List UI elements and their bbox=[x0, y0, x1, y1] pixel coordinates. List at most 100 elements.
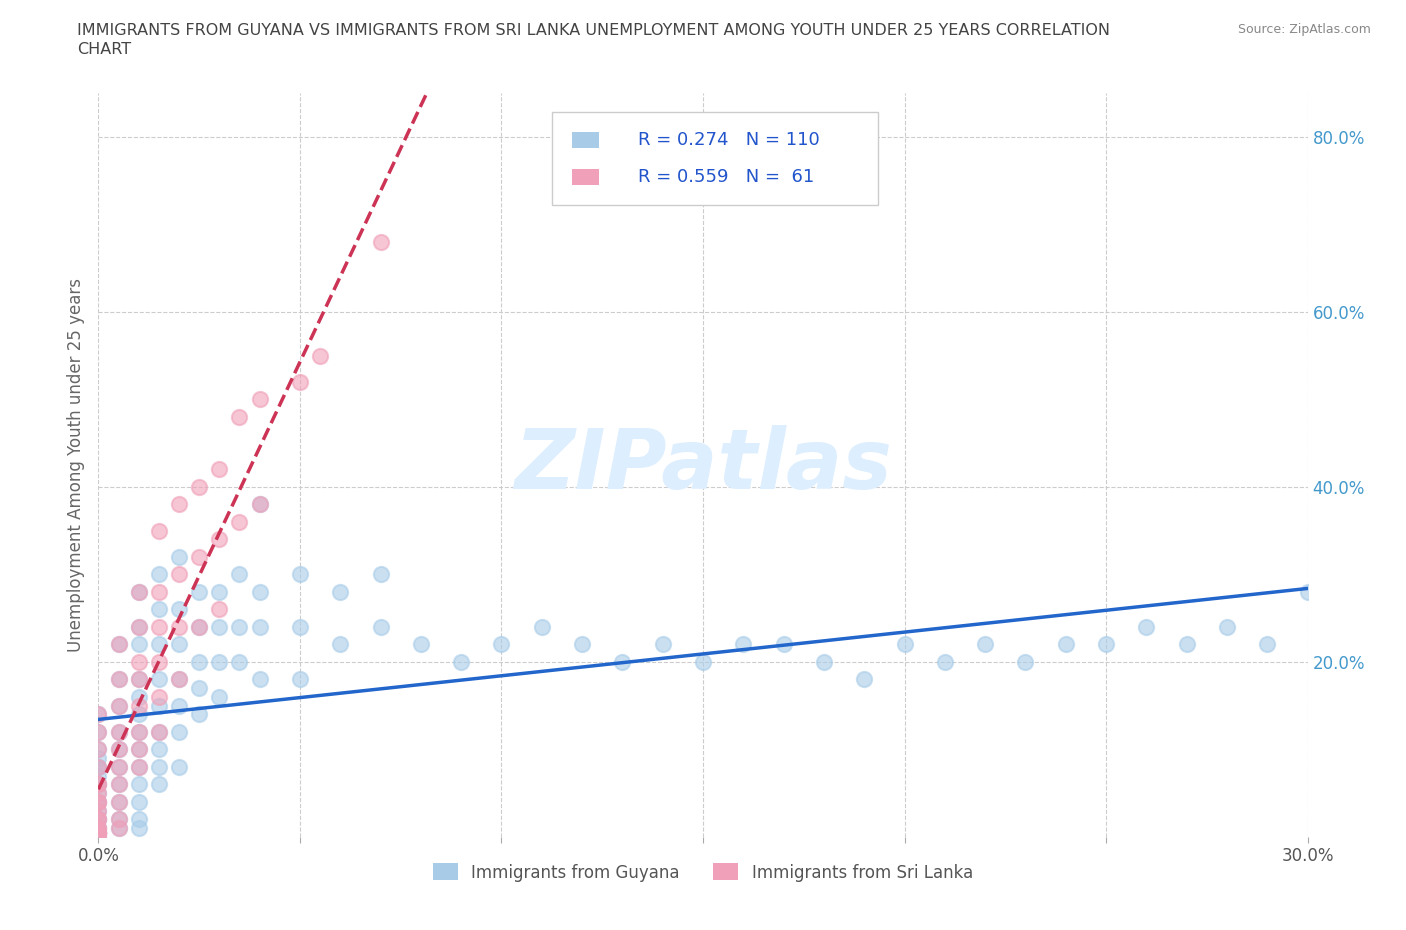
Point bbox=[148, 637, 170, 652]
Point bbox=[167, 760, 190, 775]
Point bbox=[128, 707, 150, 722]
Point bbox=[107, 742, 129, 757]
Point bbox=[87, 777, 110, 792]
Point bbox=[853, 672, 876, 687]
Point bbox=[249, 672, 271, 687]
Point bbox=[128, 689, 150, 704]
Point bbox=[167, 619, 190, 634]
Point bbox=[228, 409, 250, 424]
Point bbox=[87, 768, 110, 783]
Point bbox=[128, 742, 150, 757]
Point bbox=[309, 348, 332, 363]
Point bbox=[148, 698, 170, 713]
Point bbox=[128, 672, 150, 687]
Point bbox=[208, 655, 231, 670]
Point bbox=[87, 751, 110, 765]
Point bbox=[208, 532, 231, 547]
Point bbox=[128, 777, 150, 792]
Point bbox=[370, 567, 392, 582]
FancyBboxPatch shape bbox=[551, 112, 879, 205]
Point bbox=[288, 375, 311, 390]
Point bbox=[87, 742, 110, 757]
Point bbox=[188, 584, 211, 599]
Point bbox=[188, 480, 211, 495]
Point bbox=[148, 742, 170, 757]
Point bbox=[87, 812, 110, 827]
Point bbox=[167, 567, 190, 582]
Point bbox=[107, 794, 129, 809]
Point bbox=[107, 760, 129, 775]
Point bbox=[167, 672, 190, 687]
Point bbox=[148, 672, 170, 687]
Point bbox=[288, 619, 311, 634]
Point bbox=[249, 497, 271, 512]
Point bbox=[934, 655, 956, 670]
Point bbox=[87, 825, 110, 840]
Point bbox=[1256, 637, 1278, 652]
Text: IMMIGRANTS FROM GUYANA VS IMMIGRANTS FROM SRI LANKA UNEMPLOYMENT AMONG YOUTH UND: IMMIGRANTS FROM GUYANA VS IMMIGRANTS FRO… bbox=[77, 23, 1111, 38]
Point bbox=[974, 637, 997, 652]
Point bbox=[87, 794, 110, 809]
Point bbox=[208, 462, 231, 477]
Point bbox=[87, 825, 110, 840]
Point bbox=[107, 812, 129, 827]
Point bbox=[148, 567, 170, 582]
Point bbox=[249, 497, 271, 512]
Point bbox=[128, 724, 150, 739]
FancyBboxPatch shape bbox=[572, 169, 599, 185]
Point bbox=[148, 724, 170, 739]
Text: R = 0.559   N =  61: R = 0.559 N = 61 bbox=[638, 168, 814, 186]
Point bbox=[167, 724, 190, 739]
Point bbox=[188, 681, 211, 696]
Text: Source: ZipAtlas.com: Source: ZipAtlas.com bbox=[1237, 23, 1371, 36]
Point bbox=[87, 830, 110, 844]
Point bbox=[107, 698, 129, 713]
Point bbox=[128, 698, 150, 713]
Point bbox=[612, 655, 634, 670]
Point bbox=[87, 760, 110, 775]
Point bbox=[87, 825, 110, 840]
Point bbox=[148, 524, 170, 538]
Point bbox=[228, 619, 250, 634]
Point bbox=[733, 637, 755, 652]
Point bbox=[128, 584, 150, 599]
Point bbox=[128, 760, 150, 775]
Point bbox=[370, 234, 392, 249]
Point bbox=[107, 821, 129, 836]
Point bbox=[148, 724, 170, 739]
Point bbox=[249, 392, 271, 406]
Point bbox=[167, 637, 190, 652]
Point bbox=[148, 584, 170, 599]
Point bbox=[107, 794, 129, 809]
Point bbox=[87, 821, 110, 836]
Point bbox=[107, 742, 129, 757]
Point bbox=[87, 724, 110, 739]
Point bbox=[1054, 637, 1077, 652]
Point bbox=[893, 637, 915, 652]
Point bbox=[87, 812, 110, 827]
Point bbox=[188, 550, 211, 565]
Point bbox=[128, 812, 150, 827]
Point bbox=[370, 619, 392, 634]
Point bbox=[87, 794, 110, 809]
Point bbox=[128, 760, 150, 775]
Point bbox=[409, 637, 432, 652]
Text: R = 0.274   N = 110: R = 0.274 N = 110 bbox=[638, 131, 820, 149]
Point bbox=[87, 760, 110, 775]
Point bbox=[1296, 584, 1319, 599]
Point bbox=[188, 655, 211, 670]
Point bbox=[167, 672, 190, 687]
Point bbox=[87, 825, 110, 840]
Point bbox=[107, 724, 129, 739]
Point bbox=[107, 812, 129, 827]
Point bbox=[1216, 619, 1239, 634]
Text: ZIPatlas: ZIPatlas bbox=[515, 424, 891, 506]
Point bbox=[128, 619, 150, 634]
Point bbox=[87, 821, 110, 836]
Point bbox=[107, 777, 129, 792]
Point bbox=[329, 584, 352, 599]
Point bbox=[107, 760, 129, 775]
Point bbox=[128, 619, 150, 634]
Point bbox=[228, 655, 250, 670]
Point bbox=[530, 619, 553, 634]
